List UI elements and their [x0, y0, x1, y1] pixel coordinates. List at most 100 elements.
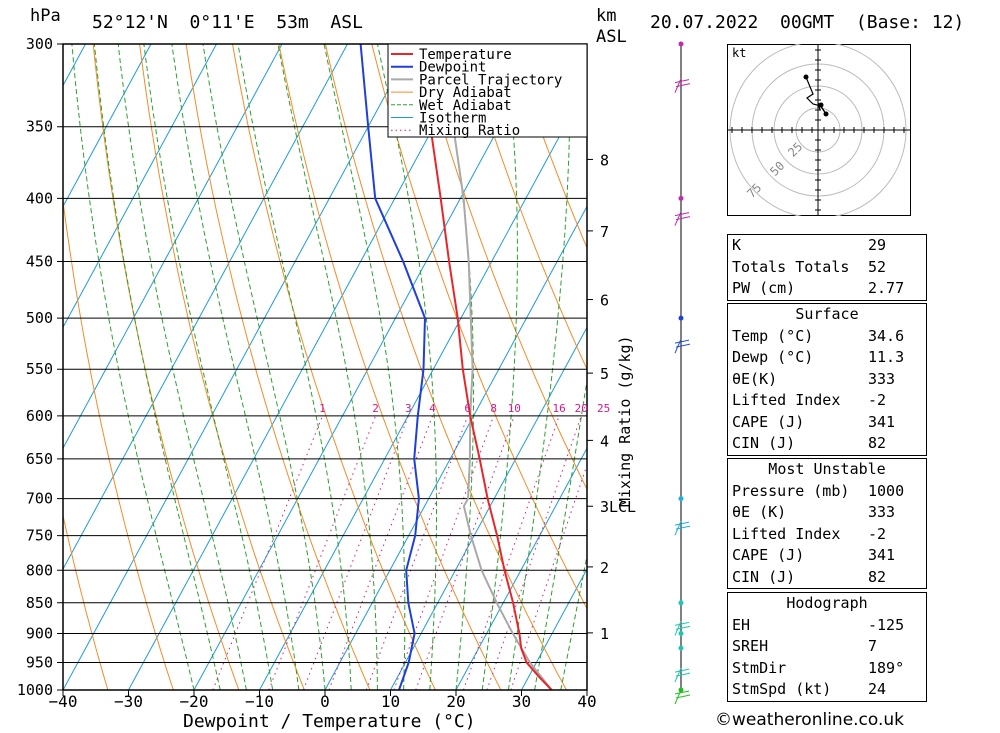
surface-value: 333: [868, 369, 896, 388]
index-label: Totals Totals: [732, 257, 850, 276]
km-tick-label: 8: [600, 151, 609, 169]
wind-barb: [674, 621, 690, 626]
wet-adiabat-line: [534, 377, 587, 690]
dewpoint-line: [359, 44, 427, 690]
hodo-value: 189°: [868, 658, 905, 677]
mixing-ratio-label: 3: [405, 402, 412, 415]
mu-label: CAPE (J): [732, 546, 805, 564]
mu-value: 1000: [868, 481, 905, 500]
hodograph-point: [823, 111, 829, 117]
wind-barb: [674, 690, 690, 695]
wet-adiabat-line: [93, 44, 221, 690]
km-tick-label: 7: [600, 223, 609, 241]
wind-level-dot: [678, 645, 684, 651]
temperature-tick-label: 0: [320, 692, 330, 711]
dry-adiabat-line: [929, 44, 1000, 690]
pressure-tick-label: 500: [26, 309, 53, 327]
wind-level-dot: [678, 315, 684, 321]
asl-label: ASL: [596, 27, 627, 47]
surface-label: Temp (°C): [732, 326, 814, 345]
wet-adiabat-line: [277, 44, 378, 690]
wet-adiabat-line: [377, 44, 437, 690]
mixing-ratio-label: 25: [597, 402, 610, 415]
mixing-ratio-line: [212, 415, 323, 690]
pressure-tick-label: 1000: [17, 681, 53, 699]
wind-barb: [674, 667, 682, 683]
index-label: K: [732, 236, 742, 254]
wind-barb: [675, 343, 691, 348]
index-value: 2.77: [868, 279, 905, 297]
hodograph: kt 25 50 75: [727, 44, 911, 216]
mu-value: -2: [868, 524, 887, 543]
isotherm-line: [63, 44, 414, 690]
legend-label: Mixing Ratio: [419, 123, 520, 139]
hodograph-point: [803, 74, 809, 80]
mixing-ratio-line: [510, 463, 587, 690]
wind-level-dot: [678, 195, 684, 201]
mixing-ratio-label: 20: [575, 402, 588, 415]
hodograph-unit-label: kt: [732, 46, 746, 60]
hodo-value: 24: [868, 680, 887, 698]
pressure-tick-label: 700: [26, 490, 53, 508]
legend-label: Dry Adiabat: [419, 85, 512, 101]
most-unstable-table: Most Unstable Pressure (mb) 1000 θE (K) 33…: [727, 458, 927, 589]
wet-adiabat-line: [202, 44, 326, 690]
lcl-label: LCL: [609, 498, 636, 516]
surface-title: Surface: [795, 305, 859, 323]
mu-value: 82: [868, 567, 887, 586]
wind-barb: [674, 521, 690, 526]
mu-value: 333: [868, 503, 896, 521]
pressure-tick-label: 750: [26, 527, 53, 545]
isotherm-line: [390, 326, 587, 690]
legend-label: Dewpoint: [419, 60, 486, 76]
isotherm-line: [0, 44, 20, 690]
wind-barb: [674, 78, 682, 93]
hodo-label: StmSpd (kt): [732, 680, 832, 698]
surface-value: 11.3: [868, 348, 905, 366]
location-title: 52°12'N 0°11'E 53m ASL: [92, 12, 363, 33]
wet-adiabat-line: [560, 553, 587, 690]
isotherm-line: [63, 44, 217, 329]
km-tick-label: 5: [600, 365, 609, 383]
temperature-tick-label: 40: [577, 692, 596, 711]
credit-link[interactable]: ©weatheronline.co.uk: [715, 710, 905, 730]
temperature-tick-label: 30: [512, 692, 531, 711]
pressure-tick-label: 550: [26, 360, 53, 378]
isotherm-line: [259, 84, 587, 690]
km-tick-label: 4: [600, 432, 609, 450]
wind-barb: [674, 621, 682, 636]
dry-adiabat-line: [976, 44, 1000, 690]
hodo-label: SREH: [732, 637, 769, 655]
isotherm-line: [63, 44, 152, 208]
surface-label: Lifted Index: [732, 391, 841, 409]
index-label: PW (cm): [732, 279, 796, 297]
wind-barb: [674, 520, 682, 536]
surface-value: -2: [868, 391, 887, 409]
pressure-tick-label: 400: [26, 189, 53, 207]
isotherm-line: [63, 44, 283, 450]
km-tick-label: 1: [600, 625, 609, 643]
mixing-ratio-line: [393, 415, 495, 690]
wind-barb: [674, 79, 690, 84]
pressure-tick-label: 300: [26, 35, 53, 53]
hodograph-title: Hodograph: [786, 594, 868, 612]
wind-barb: [674, 211, 682, 226]
wind-level-dot: [678, 496, 684, 502]
mixing-ratio-line: [415, 415, 515, 690]
mixing-ratio-label: 6: [464, 402, 471, 415]
pressure-tick-label: 650: [26, 450, 53, 468]
dry-adiabat-line: [63, 197, 174, 690]
wind-barb: [675, 672, 691, 677]
wet-adiabat-line: [437, 44, 475, 690]
legend-label: Wet Adiabat: [419, 98, 512, 114]
legend-label: Parcel Trajectory: [419, 72, 562, 88]
wind-barb: [674, 212, 690, 217]
temperature-tick-label: −10: [245, 692, 274, 711]
mu-label: θE (K): [732, 503, 787, 521]
wet-adiabat-line: [171, 44, 300, 690]
legend-label: Temperature: [419, 47, 512, 63]
isotherm-line: [521, 568, 587, 690]
surface-table: Surface Temp (°C) 34.6 Dewp (°C) 11.3 θE(K…: [727, 303, 927, 456]
hodo-value: -125: [868, 615, 905, 634]
